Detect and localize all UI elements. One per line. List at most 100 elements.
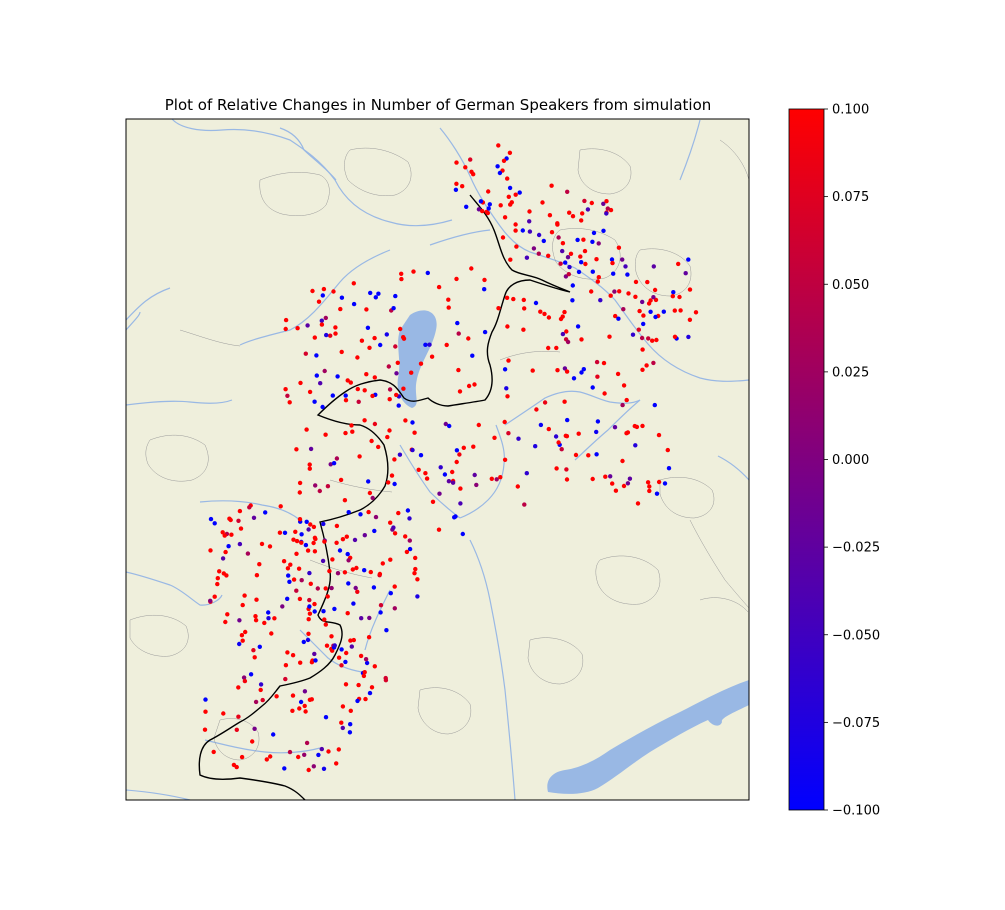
data-point [560,241,566,246]
data-point [495,164,500,169]
data-point [446,297,451,302]
data-point [546,426,551,432]
data-point [252,655,257,660]
data-point [369,685,375,690]
data-point [621,307,626,312]
data-point [415,594,420,599]
data-point [312,601,317,607]
data-point [656,432,662,438]
data-point [546,253,551,258]
data-point [564,477,570,482]
data-point [454,276,459,282]
data-point [410,447,415,453]
data-point [307,604,312,609]
data-point [339,295,345,300]
data-point [391,525,396,530]
data-point [564,369,570,374]
data-point [331,461,337,466]
data-point [594,257,599,262]
data-point [413,555,418,561]
data-point [320,293,325,298]
data-point [287,579,292,584]
data-point [274,694,279,699]
data-point [323,432,328,437]
data-point [299,578,304,583]
data-point [430,499,436,504]
data-point [458,486,463,491]
data-point [393,344,398,349]
data-point [581,367,586,372]
data-point [549,183,554,188]
data-point [367,345,372,350]
data-point [436,284,442,290]
data-point [492,435,497,440]
data-point [321,521,326,527]
data-point [354,565,359,571]
data-point [527,229,533,234]
data-point [611,271,616,276]
data-point [221,571,226,576]
data-point [302,752,307,757]
colorbar-tick-label: 0.100 [832,103,869,118]
data-point [291,537,296,542]
colorbar-tick-label: −0.025 [832,541,880,556]
data-point [602,391,607,396]
data-point [351,301,357,307]
data-point [304,740,310,746]
data-point [368,569,373,575]
data-point [575,237,580,243]
data-point [601,360,607,366]
data-point [372,664,377,669]
data-point [277,530,283,535]
data-point [285,566,291,571]
data-point [687,317,693,322]
data-point [412,430,417,435]
data-point [384,628,389,633]
data-point [356,399,361,404]
data-point [454,181,459,186]
data-point [487,202,492,207]
data-point [319,318,324,323]
data-point [645,279,650,285]
data-point [305,323,310,328]
data-point [257,644,262,649]
data-point [304,427,309,432]
data-point [253,618,259,623]
data-point [563,260,568,265]
data-point [343,682,349,687]
data-point [595,419,601,424]
data-point [330,648,335,653]
data-point [236,685,241,690]
data-point [258,682,264,687]
data-point [372,375,377,380]
data-point [323,622,328,627]
data-point [308,522,313,527]
data-point [554,466,559,471]
data-point [556,235,561,240]
data-point [299,540,304,545]
data-point [579,337,584,342]
data-point [556,440,561,445]
data-point [323,715,329,720]
data-point [388,520,393,525]
data-point [613,488,619,493]
data-point [594,452,599,457]
data-point [466,336,471,341]
data-point [376,291,381,296]
data-point [347,730,353,735]
data-point [480,208,485,214]
data-point [576,269,582,275]
data-point [361,673,367,679]
data-point [318,381,323,386]
data-point [253,614,258,619]
data-point [387,387,393,392]
data-point [335,571,341,576]
data-point [294,538,300,544]
data-point [285,596,290,601]
data-point [591,230,597,236]
lake-southeast [547,680,749,794]
data-point [303,709,308,714]
data-point [326,749,331,754]
data-point [399,271,404,276]
data-point [280,604,285,609]
